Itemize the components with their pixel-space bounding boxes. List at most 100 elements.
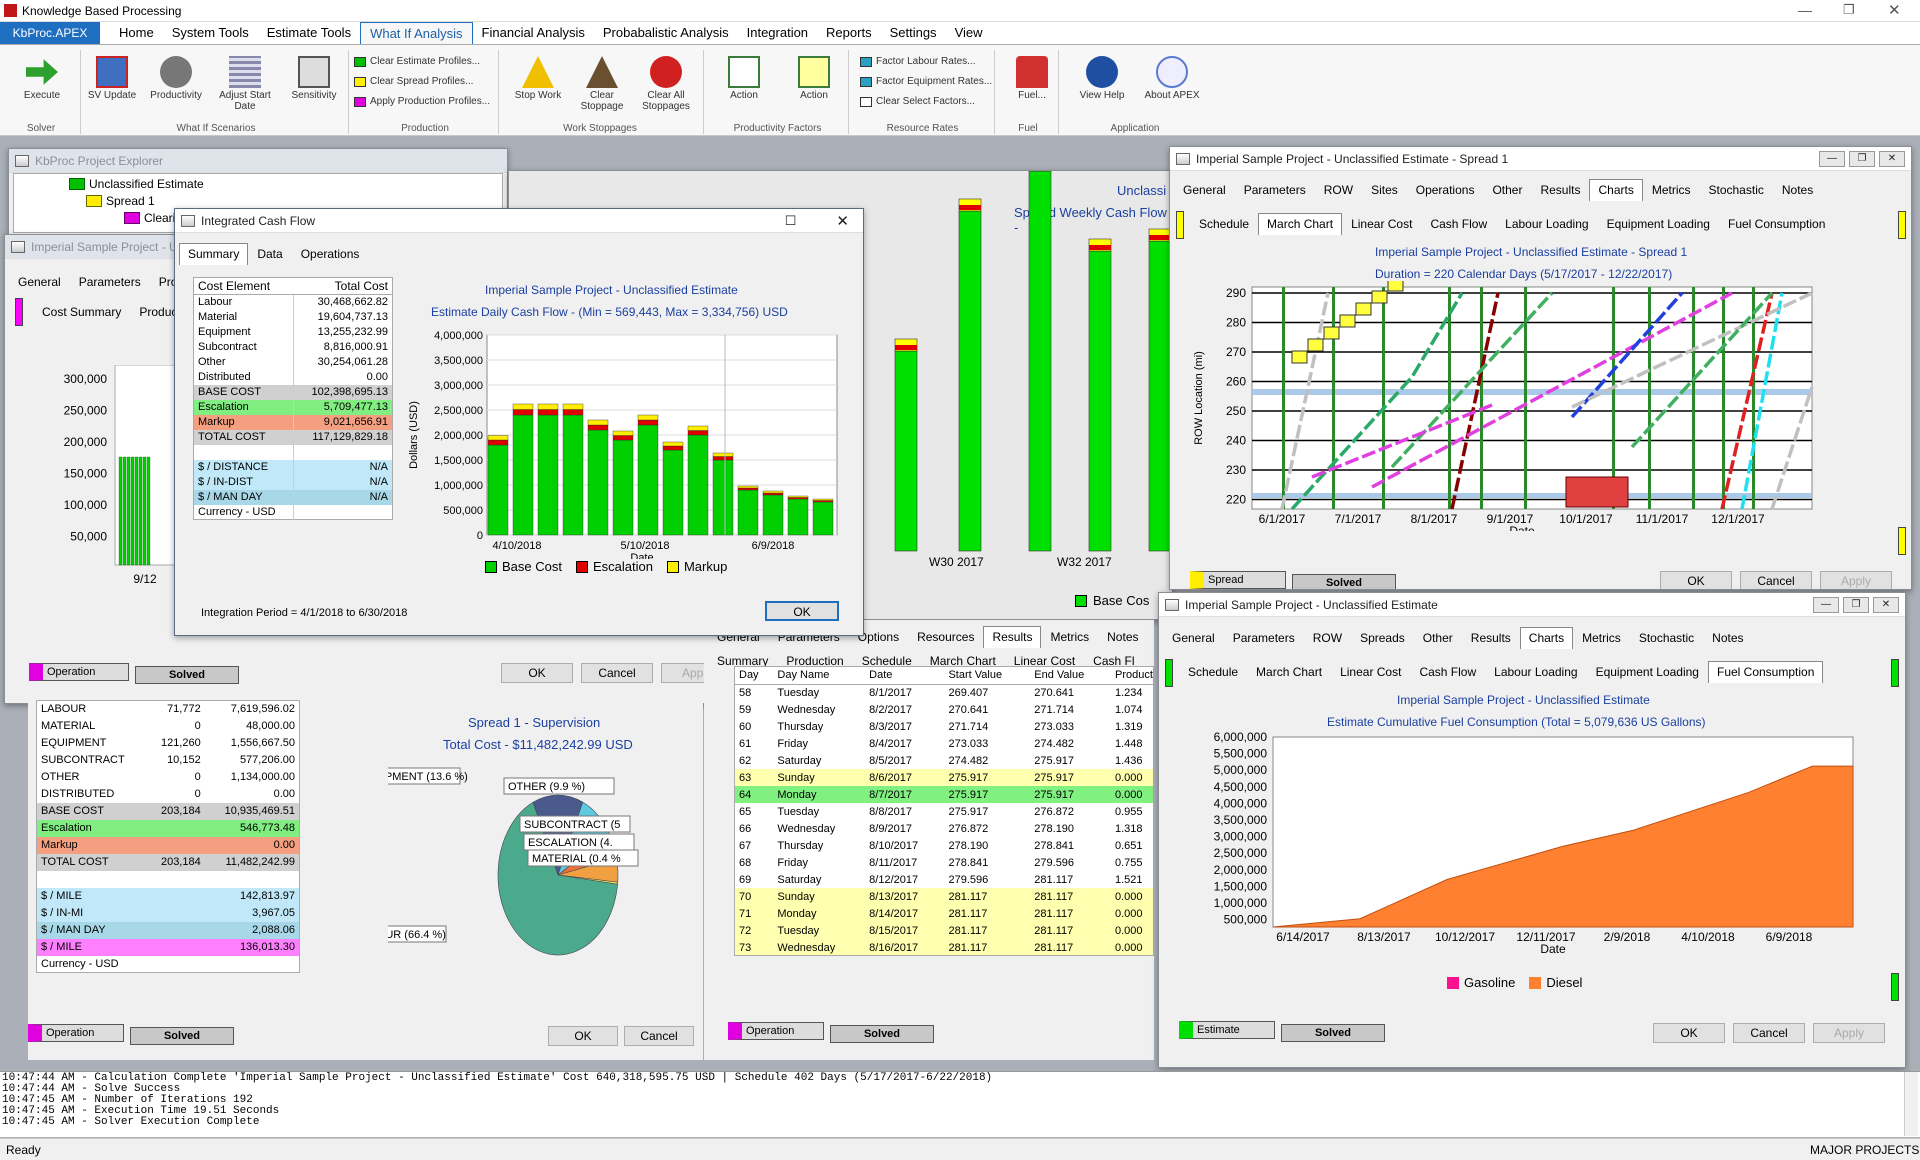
tab[interactable]: General	[1172, 631, 1215, 645]
tab[interactable]: Parameters	[1232, 631, 1295, 645]
tab[interactable]: Results	[1470, 631, 1511, 645]
tab[interactable]: Results	[983, 626, 1042, 648]
maximize-icon[interactable]: ☐	[784, 212, 797, 228]
close-icon[interactable]: ✕	[1879, 150, 1905, 167]
tab[interactable]: Charts	[1589, 179, 1643, 201]
tab[interactable]: Fuel Consumption	[1707, 661, 1824, 683]
tab[interactable]: Other	[1492, 183, 1523, 197]
tab[interactable]: Cost Summary	[42, 305, 122, 319]
cancel-button[interactable]: Cancel	[1733, 1023, 1805, 1043]
menu-item[interactable]: Financial Analysis	[481, 25, 585, 40]
about-apex-button[interactable]: About APEX	[1140, 56, 1204, 101]
tree-item-estimate[interactable]: Unclassified Estimate	[69, 177, 204, 191]
tab[interactable]: Sites	[1371, 183, 1398, 197]
apply-production-profiles-item[interactable]: Apply Production Profiles...	[354, 96, 490, 107]
factor-labour-rates-item[interactable]: Factor Labour Rates...	[860, 56, 976, 67]
file-tab[interactable]: KbProc.APEX	[0, 22, 100, 44]
tab[interactable]: Summary	[717, 654, 769, 668]
adjust-start-date-button[interactable]: Adjust Start Date	[212, 56, 278, 112]
sv-update-button[interactable]: SV Update	[84, 56, 140, 101]
ok-button[interactable]: OK	[765, 601, 839, 621]
productivity-button[interactable]: Productivity	[148, 56, 204, 101]
minimize-icon[interactable]: —	[1819, 150, 1845, 167]
ok-button[interactable]: OK	[501, 663, 573, 683]
tab[interactable]: Notes	[1712, 631, 1744, 645]
tab[interactable]: Spreads	[1360, 631, 1405, 645]
fuel-button[interactable]: Fuel...	[1004, 56, 1060, 101]
tab[interactable]: Production	[786, 654, 844, 668]
clear-estimate-profiles-item[interactable]: Clear Estimate Profiles...	[354, 56, 480, 67]
menu-item[interactable]: What If Analysis	[360, 22, 473, 44]
tab[interactable]: ROW	[1323, 183, 1354, 197]
stop-work-button[interactable]: Stop Work	[510, 56, 566, 101]
tab[interactable]: Cash Flow	[1419, 665, 1477, 679]
restore-icon[interactable]: ❐	[1849, 150, 1875, 167]
menu-item[interactable]: Home	[119, 25, 154, 40]
apply-button[interactable]: Apply	[1813, 1023, 1885, 1043]
minimize-icon[interactable]: —	[1798, 2, 1812, 18]
view-help-button[interactable]: View Help	[1074, 56, 1130, 101]
tab[interactable]: Notes	[1107, 630, 1139, 644]
action-button-2[interactable]: Action	[786, 56, 842, 101]
tab[interactable]: Other	[1422, 631, 1453, 645]
tab[interactable]: Options	[857, 630, 900, 644]
ok-button[interactable]: OK	[548, 1026, 618, 1046]
menu-item[interactable]: Integration	[746, 25, 809, 40]
cancel-button[interactable]: Cancel	[1740, 571, 1812, 589]
tab[interactable]: Equipment Loading	[1606, 217, 1710, 231]
tab[interactable]: Schedule	[1199, 217, 1250, 231]
close-icon[interactable]: ✕	[1873, 596, 1899, 613]
tab[interactable]: Stochastic	[1708, 183, 1764, 197]
restore-icon[interactable]: ❐	[1843, 596, 1869, 613]
tab[interactable]: Parameters	[1243, 183, 1306, 197]
ok-button[interactable]: OK	[1660, 571, 1732, 589]
tab[interactable]: Metrics	[1050, 630, 1090, 644]
menu-item[interactable]: System Tools	[171, 25, 249, 40]
tab[interactable]: Schedule	[1188, 665, 1239, 679]
action-button[interactable]: Action	[716, 56, 772, 101]
tab[interactable]: March Chart	[1256, 665, 1323, 679]
tab[interactable]: Linear Cost	[1340, 665, 1402, 679]
tab[interactable]: Equipment Loading	[1595, 665, 1699, 679]
tab[interactable]: Data	[257, 247, 283, 261]
close-icon[interactable]: ✕	[1888, 2, 1901, 19]
tab[interactable]: Resources	[917, 630, 975, 644]
clear-spread-profiles-item[interactable]: Clear Spread Profiles...	[354, 76, 473, 87]
tab[interactable]: Linear Cost	[1351, 217, 1413, 231]
tab[interactable]: Fuel Consumption	[1727, 217, 1826, 231]
apply-button[interactable]: Apply	[1820, 571, 1892, 589]
sensitivity-button[interactable]: Sensitivity	[286, 56, 342, 101]
tab[interactable]: Metrics	[1651, 183, 1691, 197]
clear-all-stoppages-button[interactable]: Clear All Stoppages	[638, 56, 694, 112]
tab[interactable]: Labour Loading	[1505, 217, 1589, 231]
tab[interactable]: Metrics	[1582, 631, 1621, 645]
tab[interactable]: Summary	[179, 243, 249, 265]
tab[interactable]: Cash Fl	[1093, 654, 1135, 668]
tab[interactable]: Stochastic	[1638, 631, 1695, 645]
tab[interactable]: General	[1183, 183, 1226, 197]
tab[interactable]: Linear Cost	[1013, 654, 1076, 668]
tab[interactable]: Notes	[1781, 183, 1814, 197]
tab[interactable]: ROW	[1312, 631, 1343, 645]
tab[interactable]: Schedule	[861, 654, 912, 668]
log-scrollbar[interactable]	[1904, 1072, 1918, 1136]
execute-button[interactable]: Execute	[14, 56, 70, 101]
tab[interactable]: Charts	[1519, 627, 1574, 649]
clear-select-factors-item[interactable]: Clear Select Factors...	[860, 96, 975, 107]
tab[interactable]: Operations	[300, 247, 360, 261]
restore-icon[interactable]: ❐	[1843, 2, 1855, 17]
cancel-button[interactable]: Cancel	[581, 663, 653, 683]
close-icon[interactable]: ✕	[836, 212, 849, 230]
tab[interactable]: March Chart	[1258, 213, 1343, 235]
tab[interactable]: Results	[1540, 183, 1581, 197]
minimize-icon[interactable]: —	[1813, 596, 1839, 613]
tab[interactable]: General	[18, 275, 61, 289]
ok-button[interactable]: OK	[1653, 1023, 1725, 1043]
tab[interactable]: Parameters	[78, 275, 141, 289]
clear-stoppage-button[interactable]: Clear Stoppage	[574, 56, 630, 112]
menu-item[interactable]: Probabalistic Analysis	[602, 25, 729, 40]
factor-equipment-rates-item[interactable]: Factor Equipment Rates...	[860, 76, 992, 87]
tab[interactable]: Cash Flow	[1430, 217, 1488, 231]
cancel-button[interactable]: Cancel	[624, 1026, 694, 1046]
tree-item-spread[interactable]: Spread 1	[86, 194, 155, 208]
